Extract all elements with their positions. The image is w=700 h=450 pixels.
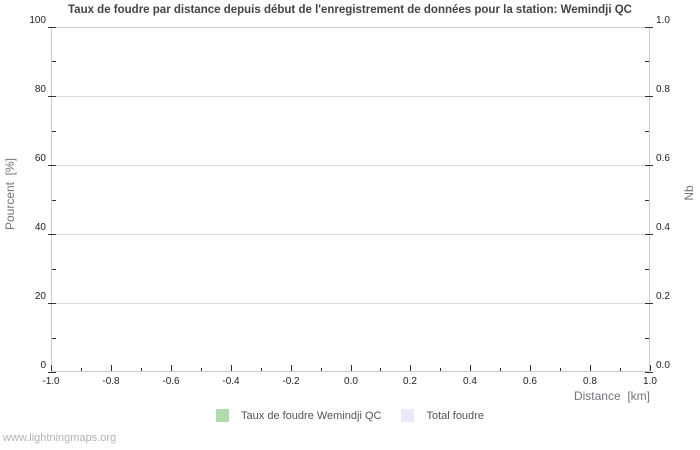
y-left-minor-tick <box>52 269 56 270</box>
x-tick-label: 1.0 <box>643 376 657 387</box>
y-left-minor-tick <box>52 200 56 201</box>
y-axis-label-right: Nb <box>682 185 696 201</box>
gridline <box>52 234 649 235</box>
y-left-tick-label: 40 <box>34 222 46 233</box>
gridline <box>52 96 649 97</box>
legend-label-total-foudre: Total foudre <box>426 409 484 422</box>
y-right-tick-label: 0.6 <box>656 153 670 164</box>
y-right-major-tick <box>645 303 653 304</box>
x-major-tick <box>530 365 531 371</box>
y-axis-label-left: Pourcent [%] <box>3 157 17 231</box>
x-tick-label: 0.2 <box>403 376 417 387</box>
x-tick-label: 0.8 <box>583 376 597 387</box>
x-minor-tick <box>380 368 381 371</box>
x-major-tick <box>650 365 651 371</box>
x-major-tick <box>231 365 232 371</box>
x-minor-tick <box>141 368 142 371</box>
y-left-minor-tick <box>52 61 56 62</box>
y-right-tick-label: 0.2 <box>656 291 670 302</box>
y-left-major-tick <box>48 234 56 235</box>
x-tick-label: -0.8 <box>102 376 120 387</box>
x-major-tick <box>171 365 172 371</box>
y-left-major-tick <box>48 372 56 373</box>
y-left-major-tick <box>48 165 56 166</box>
x-tick-label: -0.6 <box>162 376 180 387</box>
legend-item-total-foudre: Total foudre <box>401 409 484 422</box>
x-minor-tick <box>440 368 441 371</box>
y-left-tick-label: 80 <box>34 84 46 95</box>
plot-area <box>51 27 650 372</box>
x-axis-label: Distance [km] <box>573 389 650 403</box>
x-tick-label: -0.4 <box>222 376 240 387</box>
x-tick-label: 0.6 <box>523 376 537 387</box>
y-left-tick-label: 100 <box>29 15 46 26</box>
legend-swatch-total-foudre <box>401 409 415 422</box>
y-right-minor-tick <box>645 200 649 201</box>
y-left-tick-label: 60 <box>34 153 46 164</box>
gridline <box>52 165 649 166</box>
x-minor-tick <box>560 368 561 371</box>
y-left-major-tick <box>48 303 56 304</box>
x-tick-label: 0.4 <box>463 376 477 387</box>
x-tick-label: 0.0 <box>344 376 358 387</box>
legend-swatch-taux-de-foudre <box>216 409 230 422</box>
x-minor-tick <box>81 368 82 371</box>
y-right-tick-label: 0.0 <box>656 360 670 371</box>
y-right-minor-tick <box>645 131 649 132</box>
y-right-minor-tick <box>645 269 649 270</box>
y-left-minor-tick <box>52 338 56 339</box>
legend-item-taux-de-foudre: Taux de foudre Wemindji QC <box>216 409 381 422</box>
y-right-major-tick <box>645 165 653 166</box>
y-right-major-tick <box>645 27 653 28</box>
legend-label-taux-de-foudre: Taux de foudre Wemindji QC <box>241 409 382 422</box>
y-left-tick-label: 20 <box>34 291 46 302</box>
y-right-tick-label: 1.0 <box>656 15 670 26</box>
x-major-tick <box>291 365 292 371</box>
y-left-tick-label: 0 <box>40 360 46 371</box>
x-minor-tick <box>261 368 262 371</box>
y-right-major-tick <box>645 234 653 235</box>
x-tick-label: -1.0 <box>42 376 60 387</box>
y-right-minor-tick <box>645 338 649 339</box>
x-minor-tick <box>201 368 202 371</box>
x-major-tick <box>51 365 52 371</box>
gridline <box>52 303 649 304</box>
y-right-tick-label: 0.4 <box>656 222 670 233</box>
y-right-minor-tick <box>645 61 649 62</box>
x-major-tick <box>470 365 471 371</box>
watermark-url: www.lightningmaps.org <box>3 432 117 444</box>
x-major-tick <box>111 365 112 371</box>
x-major-tick <box>590 365 591 371</box>
x-major-tick <box>410 365 411 371</box>
y-right-major-tick <box>645 372 653 373</box>
y-left-minor-tick <box>52 131 56 132</box>
y-right-major-tick <box>645 96 653 97</box>
x-tick-label: -0.2 <box>282 376 300 387</box>
legend: Taux de foudre Wemindji QC Total foudre <box>0 409 700 422</box>
y-left-major-tick <box>48 96 56 97</box>
y-right-tick-label: 0.8 <box>656 84 670 95</box>
x-minor-tick <box>321 368 322 371</box>
chart-title: Taux de foudre par distance depuis début… <box>68 4 632 16</box>
x-minor-tick <box>620 368 621 371</box>
y-left-major-tick <box>48 27 56 28</box>
x-minor-tick <box>500 368 501 371</box>
x-major-tick <box>351 365 352 371</box>
